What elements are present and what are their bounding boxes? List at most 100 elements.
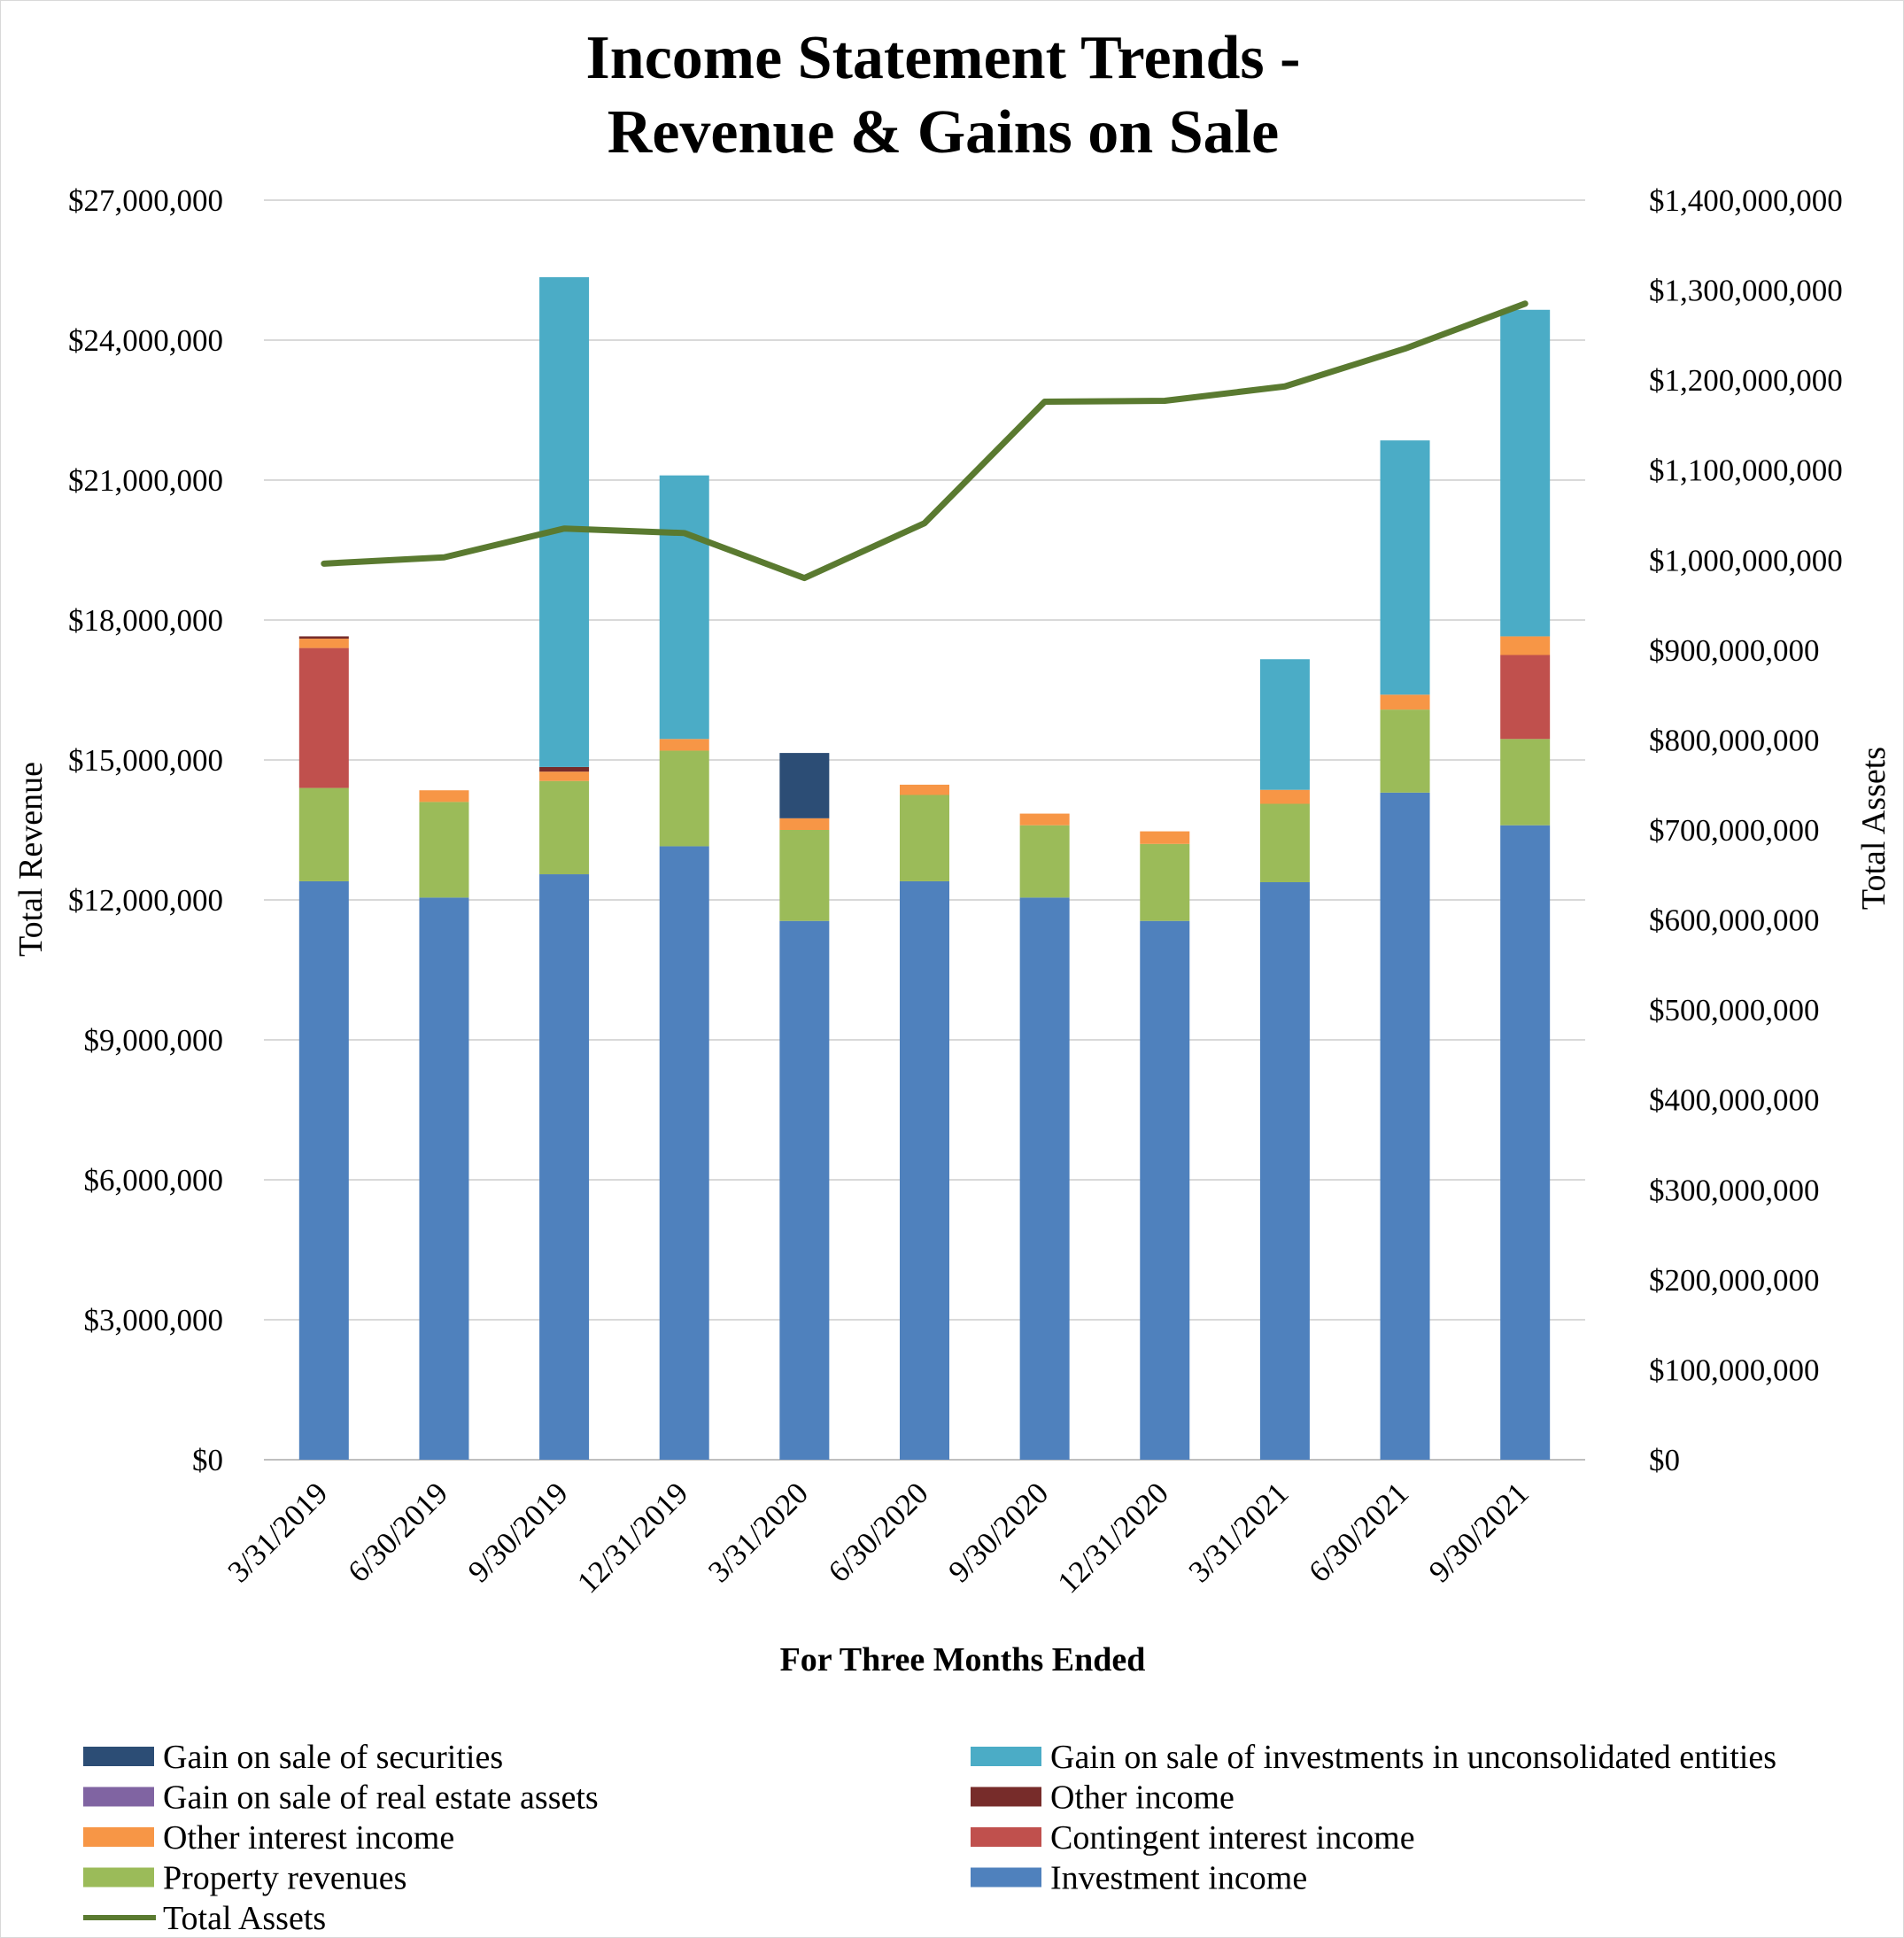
bar-segment-investment-income <box>779 920 830 1460</box>
gridlines <box>264 199 1585 1461</box>
bar-segment-property-revenues <box>1500 739 1551 826</box>
legend-label-gain-on-sale-of-investments-in-unconsolidated-entities: Gain on sale of investments in unconsoli… <box>1050 1739 1776 1776</box>
bar-segment-other-interest-income <box>1019 813 1070 826</box>
bar-segment-investment-income <box>1140 920 1190 1460</box>
bar-segment-gain-on-sale-of-investments-in-unconsolidated-entities <box>1259 659 1310 790</box>
x-tick-label: 3/31/2019 <box>221 1476 335 1589</box>
bar-segment-other-interest-income <box>659 739 709 751</box>
y2-tick-label: $500,000,000 <box>1649 993 1820 1027</box>
bar-segment-other-interest-income <box>1259 789 1310 804</box>
left-axis-ticks: $0 $3,000,000 $6,000,000 $9,000,000 $12,000,… <box>68 183 223 1477</box>
bar-segment-property-revenues <box>900 795 949 881</box>
bar-segment-investment-income <box>1500 825 1551 1460</box>
bar-segment-property-revenues <box>419 802 469 898</box>
legend-label-property-revenues: Property revenues <box>163 1860 406 1897</box>
right-axis-ticks: $0 $100,000,000 $200,000,000 $300,000,000 $4… <box>1649 183 1843 1477</box>
bar-segment-property-revenues <box>1259 803 1310 882</box>
bar-segment-other-interest-income <box>1140 831 1190 844</box>
y2-tick-label: $600,000,000 <box>1649 903 1820 938</box>
y2-tick-label: $0 <box>1649 1443 1680 1477</box>
legend-swatch-gain-on-sale-of-securities <box>83 1747 154 1766</box>
bar-segment-gain-on-sale-of-investments-in-unconsolidated-entities <box>539 276 590 767</box>
total-assets-line <box>321 300 1529 582</box>
x-tick-label: 6/30/2021 <box>1302 1476 1415 1589</box>
y2-tick-label: $900,000,000 <box>1649 633 1820 668</box>
y-tick-label: $6,000,000 <box>84 1163 224 1198</box>
x-tick-label: 12/31/2019 <box>570 1476 694 1600</box>
bar-segment-investment-income <box>900 880 949 1460</box>
y-tick-label: $24,000,000 <box>68 323 223 358</box>
bar-segment-property-revenues <box>1019 825 1070 898</box>
bar-segment-investment-income <box>1259 881 1310 1460</box>
x-tick-label: 6/30/2019 <box>341 1476 454 1589</box>
bar-segment-gain-on-sale-of-investments-in-unconsolidated-entities <box>659 475 709 740</box>
legend-swatch-contingent-interest-income <box>971 1827 1041 1847</box>
y2-axis-title: Total Assets <box>1855 747 1892 910</box>
y-tick-label: $15,000,000 <box>68 743 223 778</box>
bar-segment-investment-income <box>1019 897 1070 1460</box>
bar-segment-investment-income <box>298 880 349 1460</box>
bar-segment-gain-on-sale-of-investments-in-unconsolidated-entities <box>1500 309 1551 637</box>
chart-title-line1: Income Statement Trends - <box>586 24 1301 92</box>
chart-title-line2: Revenue & Gains on Sale <box>608 98 1279 167</box>
y2-tick-label: $1,300,000,000 <box>1649 274 1843 308</box>
x-axis-title: For Three Months Ended <box>780 1641 1146 1678</box>
y2-tick-label: $1,100,000,000 <box>1649 453 1843 488</box>
y-tick-label: $12,000,000 <box>68 883 223 918</box>
bar-segment-other-interest-income <box>1380 694 1430 710</box>
x-tick-label: 6/30/2020 <box>822 1476 935 1589</box>
bar-segment-property-revenues <box>539 780 590 875</box>
bar-segment-other-income <box>539 766 590 772</box>
bar-segment-property-revenues <box>298 787 349 881</box>
bar-segment-property-revenues <box>659 750 709 847</box>
y2-tick-label: $800,000,000 <box>1649 723 1820 757</box>
y-tick-label: $9,000,000 <box>84 1023 224 1058</box>
legend-label-contingent-interest-income: Contingent interest income <box>1050 1819 1415 1857</box>
x-tick-label: 9/30/2020 <box>941 1476 1055 1589</box>
legend-label-total-assets: Total Assets <box>163 1900 326 1937</box>
bars <box>298 276 1551 1460</box>
y2-tick-label: $1,000,000,000 <box>1649 543 1843 578</box>
bar-segment-property-revenues <box>779 830 830 921</box>
legend-swatch-other-interest-income <box>83 1827 154 1847</box>
legend-label-other-income: Other income <box>1050 1779 1235 1817</box>
y2-tick-label: $1,200,000,000 <box>1649 363 1843 398</box>
y2-tick-label: $100,000,000 <box>1649 1353 1820 1387</box>
legend-swatch-gain-on-sale-of-real-estate-assets <box>83 1787 154 1807</box>
bar-segment-other-interest-income <box>1500 636 1551 655</box>
bar-segment-other-interest-income <box>900 784 949 795</box>
legend: Gain on sale of securities Gain on sale o… <box>83 1739 1776 1937</box>
legend-label-gain-on-sale-of-real-estate-assets: Gain on sale of real estate assets <box>163 1779 599 1817</box>
legend-swatch-gain-on-sale-of-investments-in-unconsolidated-entities <box>971 1747 1041 1766</box>
bar-segment-investment-income <box>659 846 709 1460</box>
bar-segment-other-income <box>298 636 349 640</box>
y2-tick-label: $300,000,000 <box>1649 1173 1820 1207</box>
legend-label-gain-on-sale-of-securities: Gain on sale of securities <box>163 1739 503 1776</box>
x-tick-label: 9/30/2019 <box>461 1476 575 1589</box>
bar-segment-contingent-interest-income <box>1500 655 1551 740</box>
total-assets-polyline <box>321 300 1529 582</box>
x-tick-label: 3/31/2021 <box>1182 1476 1296 1589</box>
y-tick-label: $3,000,000 <box>84 1303 224 1337</box>
legend-swatch-other-income <box>971 1787 1041 1807</box>
y-tick-label: $21,000,000 <box>68 463 223 498</box>
bar-segment-other-interest-income <box>539 771 590 781</box>
x-tick-label: 12/31/2020 <box>1051 1476 1175 1600</box>
y2-tick-label: $1,400,000,000 <box>1649 183 1843 218</box>
bar-segment-investment-income <box>419 897 469 1460</box>
y-tick-label: $27,000,000 <box>68 183 223 218</box>
y-tick-label: $0 <box>192 1443 223 1477</box>
legend-label-investment-income: Investment income <box>1050 1860 1307 1897</box>
y2-tick-label: $200,000,000 <box>1649 1263 1820 1298</box>
bar-segment-property-revenues <box>1140 843 1190 921</box>
bar-segment-property-revenues <box>1380 709 1430 793</box>
bar-segment-gain-on-sale-of-investments-in-unconsolidated-entities <box>1380 440 1430 695</box>
y-axis-title: Total Revenue <box>12 762 50 957</box>
bar-segment-other-interest-income <box>298 639 349 648</box>
bar-segment-other-interest-income <box>779 818 830 830</box>
x-tick-label: 9/30/2021 <box>1422 1476 1536 1589</box>
bar-segment-investment-income <box>1380 792 1430 1460</box>
bar-segment-other-interest-income <box>419 790 469 802</box>
bar-segment-gain-on-sale-of-securities <box>779 753 830 818</box>
